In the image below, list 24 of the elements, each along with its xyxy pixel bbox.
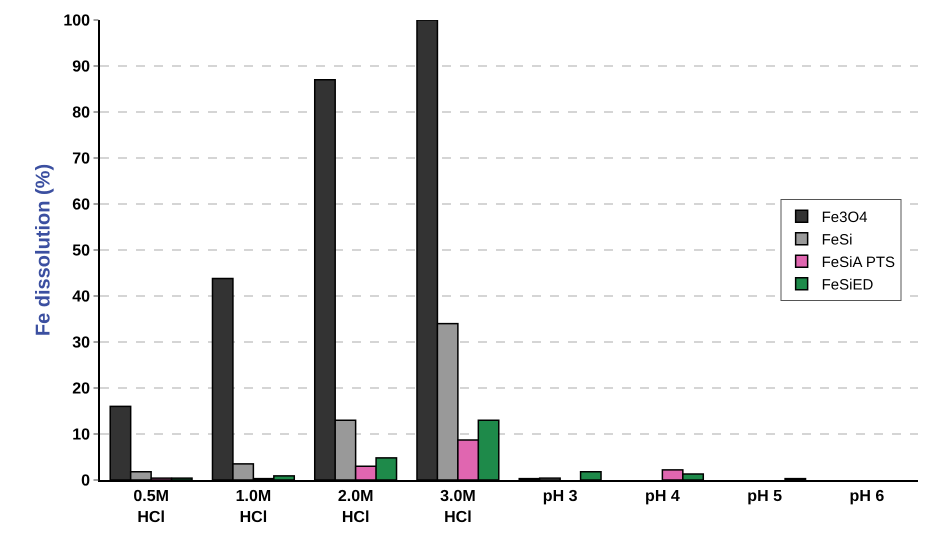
x-tick-label: pH 5: [747, 488, 782, 505]
y-tick-label: 60: [72, 196, 90, 214]
y-tick-label: 80: [72, 104, 90, 122]
x-tick-label: 2.0M HCl: [338, 488, 374, 526]
legend-label: FeSi: [822, 232, 852, 249]
legend-label: Fe3O4: [822, 209, 868, 226]
legend-label: FeSiA PTS: [822, 254, 895, 272]
y-tick-label: 90: [72, 58, 90, 76]
x-tick-label: 1.0M HCl: [236, 488, 272, 526]
x-tick-label: pH 6: [850, 488, 884, 505]
y-tick-label: 100: [63, 12, 90, 30]
legend-label: FeSiED: [822, 276, 874, 294]
x-tick-label: 0.5M HCl: [133, 488, 169, 526]
y-axis-title: Fe dissolution (%): [32, 164, 54, 336]
x-tick-label: 3.0M HCl: [440, 488, 476, 526]
x-tick-label: pH 3: [542, 488, 578, 505]
y-tick-label: 10: [72, 426, 90, 444]
y-tick-label: 30: [72, 334, 90, 352]
y-tick-label: 20: [72, 380, 90, 398]
y-tick-label: 40: [72, 288, 90, 306]
y-tick-label: 0: [81, 472, 90, 490]
y-tick-label: 70: [72, 150, 90, 168]
y-tick-label: 50: [72, 242, 90, 260]
x-tick-label: pH 4: [645, 488, 680, 505]
